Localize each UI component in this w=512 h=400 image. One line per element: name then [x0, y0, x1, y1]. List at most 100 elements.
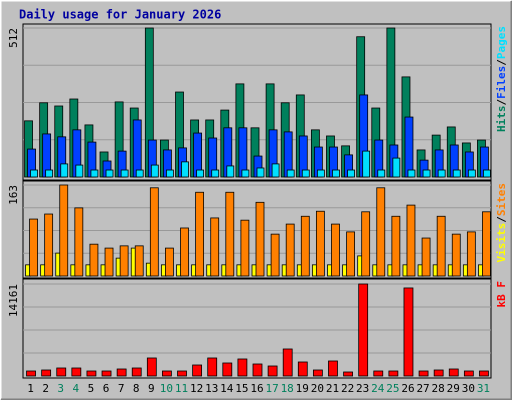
bar: [30, 169, 38, 178]
x-tick-label: 6: [103, 382, 110, 395]
bar: [45, 169, 54, 178]
x-tick-label: 29: [447, 382, 460, 395]
bar: [166, 169, 174, 178]
bar: [119, 245, 129, 277]
bar: [267, 365, 278, 377]
bar: [421, 237, 431, 277]
x-tick-label: 7: [118, 382, 125, 395]
bar: [90, 169, 99, 178]
x-tick-label: 27: [416, 382, 429, 395]
x-tick-label: 12: [190, 382, 203, 395]
bar: [75, 164, 84, 178]
bar: [316, 169, 325, 178]
legend: kB F: [495, 281, 508, 308]
bar: [300, 215, 310, 277]
bar: [452, 169, 461, 178]
x-tick-label: 2: [42, 382, 49, 395]
bar: [388, 370, 399, 377]
x-tick-label: 23: [356, 382, 369, 395]
x-tick-label: 30: [462, 382, 475, 395]
bar: [483, 169, 491, 178]
x-tick-label: 21: [326, 382, 339, 395]
bar: [105, 169, 114, 178]
x-tick-label: 20: [311, 382, 324, 395]
bar: [29, 218, 38, 277]
bar: [422, 169, 431, 178]
bar: [196, 169, 205, 178]
bar: [463, 370, 474, 377]
bar: [150, 164, 159, 178]
bar: [361, 211, 371, 277]
bar: [44, 213, 54, 277]
legend-entry: Sites: [495, 183, 508, 216]
bar: [89, 243, 99, 277]
bar: [418, 370, 429, 377]
bar: [406, 204, 416, 277]
bar: [376, 187, 386, 277]
bar: [467, 169, 476, 178]
x-tick-label: 9: [148, 382, 155, 395]
bar: [180, 227, 189, 277]
bar: [26, 370, 36, 377]
legend-entry: Hits: [495, 106, 508, 133]
bar: [86, 370, 97, 377]
bar: [165, 247, 174, 277]
bar: [301, 169, 310, 178]
bar: [332, 169, 340, 178]
bar: [343, 371, 353, 377]
x-tick-label: 5: [88, 382, 95, 395]
x-tick-label: 16: [250, 382, 263, 395]
bar: [282, 348, 293, 377]
bar: [177, 370, 187, 377]
legend-entry: kB F: [495, 281, 508, 308]
bar: [207, 357, 218, 377]
bar: [451, 233, 461, 277]
bar: [331, 223, 340, 277]
bar: [373, 370, 384, 377]
bar: [56, 367, 67, 377]
plot-area: [22, 278, 492, 379]
legend: Visits/Sites: [495, 183, 508, 263]
bar: [74, 207, 84, 277]
x-tick-label: 31: [477, 382, 490, 395]
x-tick-label: 3: [57, 382, 64, 395]
bar: [256, 167, 265, 178]
bar: [286, 169, 295, 178]
x-tick-label: 4: [73, 382, 80, 395]
bar: [404, 116, 414, 178]
x-tick-label: 13: [205, 382, 218, 395]
bar: [448, 368, 459, 377]
bar: [240, 219, 250, 277]
bar: [362, 150, 371, 178]
bar: [41, 369, 52, 377]
bar: [146, 357, 157, 377]
legend: Hits/Files/Pages: [495, 26, 508, 132]
bar: [149, 187, 159, 277]
bar: [271, 163, 280, 178]
bar: [377, 169, 386, 178]
bar: [436, 215, 446, 277]
bar: [312, 369, 323, 377]
bar: [104, 247, 114, 277]
bar: [392, 157, 401, 178]
legend-entry: Visits: [495, 223, 508, 263]
bar: [297, 361, 308, 377]
bar: [482, 211, 491, 277]
bar: [132, 119, 142, 178]
bar: [71, 367, 82, 377]
bar: [346, 231, 355, 277]
bar: [466, 231, 476, 277]
y-tick-label: 512: [7, 28, 20, 48]
bar: [192, 364, 203, 377]
bar: [285, 223, 295, 277]
x-tick-label: 28: [432, 382, 445, 395]
legend-entry: Pages: [495, 26, 508, 59]
x-tick-label: 22: [341, 382, 354, 395]
bar: [195, 191, 205, 277]
bar: [358, 283, 369, 377]
bar: [225, 191, 235, 277]
bar: [328, 360, 338, 377]
x-tick-label: 24: [371, 382, 385, 395]
bar: [347, 169, 355, 178]
